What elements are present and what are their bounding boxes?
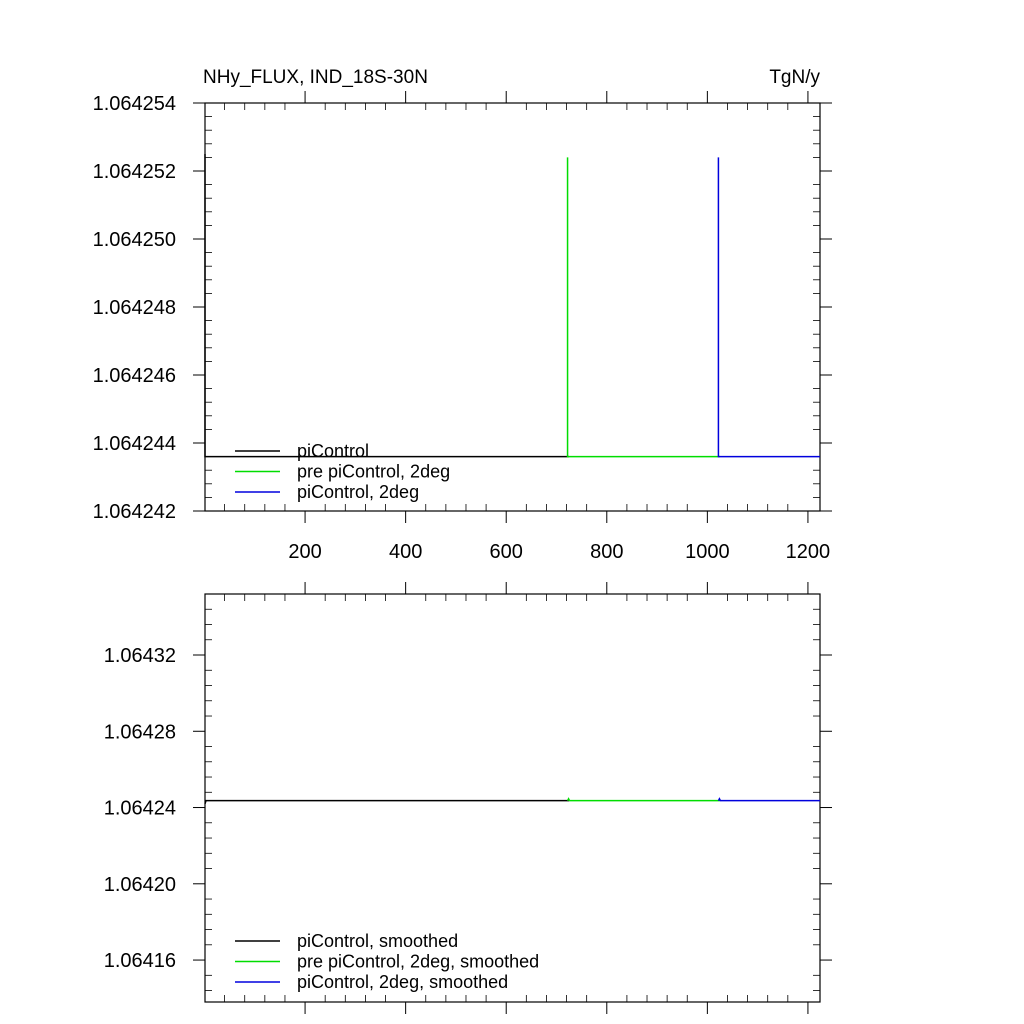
x-tick-label: 600 xyxy=(490,541,523,563)
series-line-3 xyxy=(717,157,820,458)
series-line-1 xyxy=(204,154,570,458)
legend-label: piControl xyxy=(297,441,369,461)
chart-title: NHy_FLUX, IND_18S-30N xyxy=(203,67,428,88)
x-tick-label: 1200 xyxy=(786,541,831,563)
x-tick-label: 400 xyxy=(389,541,422,563)
series-line-2 xyxy=(566,797,720,802)
y-tick-label: 1.064248 xyxy=(93,297,176,319)
legend-label: piControl, smoothed xyxy=(297,931,458,951)
y-tick-label: 1.06420 xyxy=(104,874,176,896)
y-tick-label: 1.06428 xyxy=(104,721,176,743)
legend-label: piControl, 2deg xyxy=(297,482,419,502)
legend-label: piControl, 2deg, smoothed xyxy=(297,972,508,992)
x-tick-label: 800 xyxy=(590,541,623,563)
series-line-3 xyxy=(717,797,820,802)
y-tick-label: 1.06432 xyxy=(104,645,176,667)
y-tick-label: 1.064254 xyxy=(93,93,176,115)
bottom-panel: 1.06416 1.06420 1.06424 1.06428 1.06432 piCon… xyxy=(104,582,832,1014)
x-tick-label: 200 xyxy=(288,541,321,563)
y-tick-label: 1.064246 xyxy=(93,365,176,387)
y-tick-label: 1.064242 xyxy=(93,501,176,523)
series-line-2 xyxy=(566,157,720,458)
units-label: TgN/y xyxy=(769,67,820,88)
y-tick-label: 1.06416 xyxy=(104,950,176,972)
plot-frame xyxy=(204,593,821,1003)
top-panel: 200 400 600 800 1000 1200 1.064242 1.064244 1.06… xyxy=(93,67,832,563)
legend-label: pre piControl, 2deg xyxy=(297,462,450,482)
legend-label: pre piControl, 2deg, smoothed xyxy=(297,952,539,972)
y-tick-label: 1.064244 xyxy=(93,433,176,455)
y-tick-label: 1.064252 xyxy=(93,161,176,183)
series-line-1 xyxy=(204,799,570,804)
y-tick-label: 1.06424 xyxy=(104,798,176,820)
y-tick-label: 1.064250 xyxy=(93,229,176,251)
x-tick-label: 1000 xyxy=(685,541,730,563)
